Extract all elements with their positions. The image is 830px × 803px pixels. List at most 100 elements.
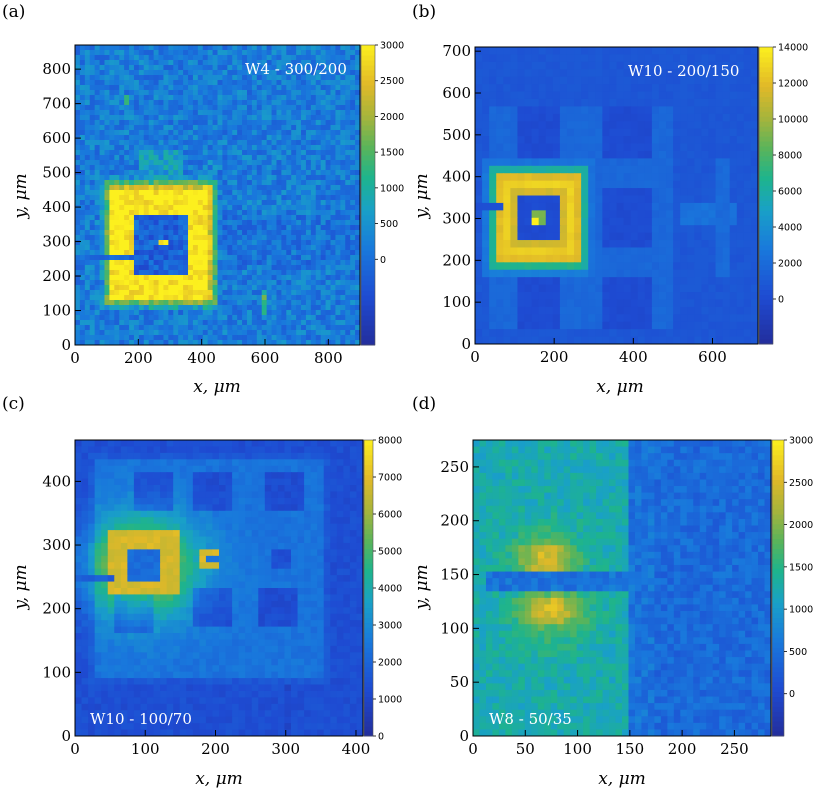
heatmap-cell	[524, 254, 533, 263]
heatmap-cell	[489, 84, 497, 93]
heatmap-cell	[197, 230, 204, 236]
heatmap-cell	[315, 275, 322, 281]
heatmap-cell	[246, 320, 253, 326]
heatmap-cell	[75, 225, 81, 231]
heatmap-cell	[246, 145, 253, 151]
heatmap-cell	[109, 240, 115, 246]
heatmap-cell	[291, 105, 297, 111]
heatmap-cell	[261, 75, 268, 81]
heatmap-cell	[325, 300, 332, 306]
heatmap-cell	[163, 150, 169, 156]
heatmap-cell	[708, 240, 717, 249]
heatmap-cell	[79, 110, 86, 116]
heatmap-cell	[602, 173, 611, 182]
heatmap-cell	[489, 143, 497, 152]
heatmap-cell	[708, 91, 717, 100]
heatmap-cell	[305, 265, 312, 271]
heatmap-cell	[281, 95, 287, 101]
colorbar-swatch	[361, 205, 375, 211]
heatmap-cell	[310, 110, 317, 116]
heatmap-cell	[109, 135, 115, 141]
heatmap-cell	[644, 121, 653, 130]
heatmap-cell	[148, 105, 155, 111]
heatmap-cell	[715, 202, 724, 211]
heatmap-cell	[271, 215, 278, 221]
heatmap-cell	[242, 280, 248, 286]
heatmap-cell	[133, 130, 140, 136]
heatmap-cell	[510, 277, 519, 286]
heatmap-cell	[197, 205, 204, 211]
heatmap-cell	[153, 70, 160, 76]
heatmap-cell	[616, 180, 625, 189]
heatmap-cell	[94, 70, 101, 76]
heatmap-cell	[325, 320, 332, 326]
heatmap-cell	[736, 121, 745, 130]
heatmap-cell	[94, 250, 101, 256]
heatmap-cell	[750, 195, 758, 204]
heatmap-cell	[750, 247, 758, 256]
heatmap-cell	[168, 195, 174, 201]
heatmap-cell	[545, 284, 554, 293]
heatmap-cell	[256, 55, 263, 61]
heatmap-cell	[227, 325, 233, 331]
heatmap-cell	[75, 230, 81, 236]
heatmap-cell	[276, 200, 282, 206]
heatmap-cell	[242, 205, 248, 211]
heatmap-cell	[574, 262, 582, 271]
heatmap-cell	[644, 173, 653, 182]
heatmap-cell	[350, 215, 356, 221]
heatmap-cell	[510, 247, 519, 256]
heatmap-cell	[124, 340, 130, 345]
heatmap-cell	[736, 292, 745, 301]
heatmap-cell	[188, 120, 194, 126]
heatmap-cell	[89, 170, 96, 176]
heatmap-cell	[722, 277, 731, 286]
heatmap-cell	[743, 292, 752, 301]
heatmap-cell	[202, 250, 209, 256]
heatmap-cell	[694, 299, 702, 308]
heatmap-cell	[276, 250, 282, 256]
heatmap-cell	[75, 275, 81, 281]
heatmap-cell	[124, 70, 130, 76]
heatmap-cell	[296, 70, 302, 76]
heatmap-cell	[79, 300, 86, 306]
heatmap-cell	[658, 247, 667, 256]
heatmap-cell	[114, 180, 120, 186]
heatmap-cell	[538, 217, 547, 226]
heatmap-cell	[222, 275, 228, 281]
heatmap-cell	[163, 235, 169, 241]
heatmap-cell	[197, 335, 204, 341]
heatmap-cell	[355, 155, 360, 161]
heatmap-cell	[153, 300, 160, 306]
heatmap-cell	[340, 135, 346, 141]
heatmap-cell	[335, 60, 341, 66]
heatmap-cell	[335, 275, 341, 281]
heatmap-cell	[552, 284, 561, 293]
heatmap-cell	[207, 305, 214, 311]
heatmap-cell	[217, 75, 224, 81]
heatmap-cell	[217, 115, 224, 121]
heatmap-cell	[276, 235, 282, 241]
heatmap-cell	[183, 175, 189, 181]
heatmap-cell	[109, 310, 115, 316]
heatmap-cell	[266, 255, 273, 261]
heatmap-cell	[148, 95, 155, 101]
heatmap-cell	[251, 90, 258, 96]
heatmap-cell	[158, 190, 165, 196]
heatmap-cell	[266, 330, 273, 336]
heatmap-cell	[609, 47, 618, 56]
heatmap-cell	[315, 180, 322, 186]
heatmap-cell	[246, 160, 253, 166]
heatmap-cell	[124, 105, 130, 111]
heatmap-cell	[687, 195, 695, 204]
heatmap-cell	[168, 180, 174, 186]
heatmap-cell	[305, 260, 312, 266]
heatmap-cell	[482, 47, 490, 56]
heatmap-cell	[153, 50, 160, 56]
heatmap-cell	[355, 100, 360, 106]
heatmap-cell	[227, 245, 233, 251]
heatmap-cell	[124, 165, 130, 171]
heatmap-cell	[574, 143, 582, 152]
heatmap-cell	[114, 295, 120, 301]
heatmap-cell	[616, 158, 625, 167]
